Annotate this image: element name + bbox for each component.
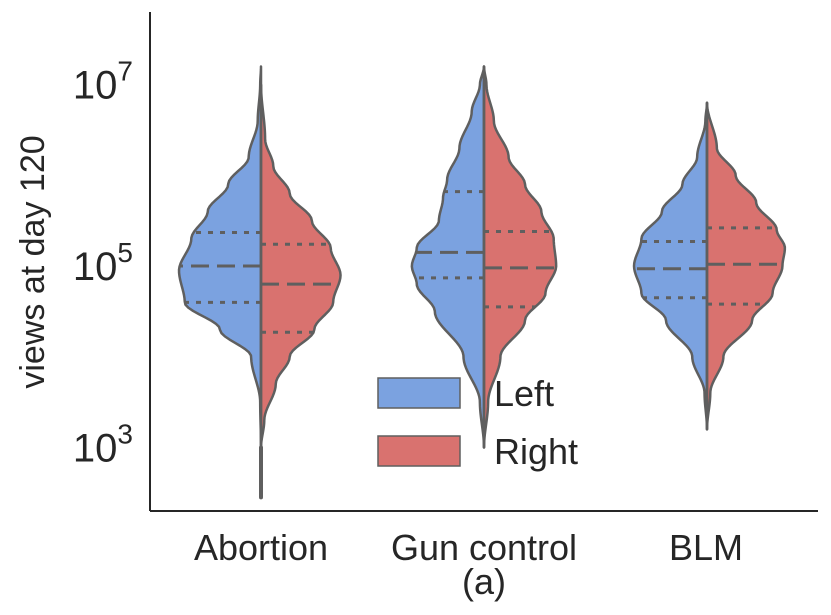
- quartile-lines-layer: [179, 190, 783, 334]
- y-tick-label-1e7: 107: [73, 56, 133, 108]
- y-axis-label: views at day 120: [14, 135, 52, 388]
- x-tick-label-abortion: Abortion: [194, 527, 328, 568]
- y-tick-label-1e5: 105: [73, 237, 133, 289]
- violin-left-blm: [632, 101, 709, 431]
- violin-right-gun-control: [482, 65, 558, 449]
- legend: Left Right: [377, 373, 578, 472]
- legend-label-right: Right: [484, 431, 578, 472]
- violin-right-abortion: [259, 83, 342, 449]
- legend-label-left: Left: [494, 373, 554, 414]
- y-tick-label-1e3: 103: [73, 419, 133, 471]
- violin-left-gun-control: [410, 65, 486, 449]
- x-tick-label-blm: BLM: [669, 527, 743, 568]
- violin-left-abortion: [177, 65, 263, 449]
- legend-swatch-right: [377, 435, 461, 467]
- y-tick-labels: 103 105 107: [73, 56, 133, 471]
- violins-layer: [177, 65, 787, 500]
- figure-subtitle: (a): [462, 561, 506, 602]
- legend-swatch-left: [377, 377, 461, 409]
- x-tick-label-gun-control: Gun control: [391, 527, 577, 568]
- violin-right-blm: [705, 101, 787, 431]
